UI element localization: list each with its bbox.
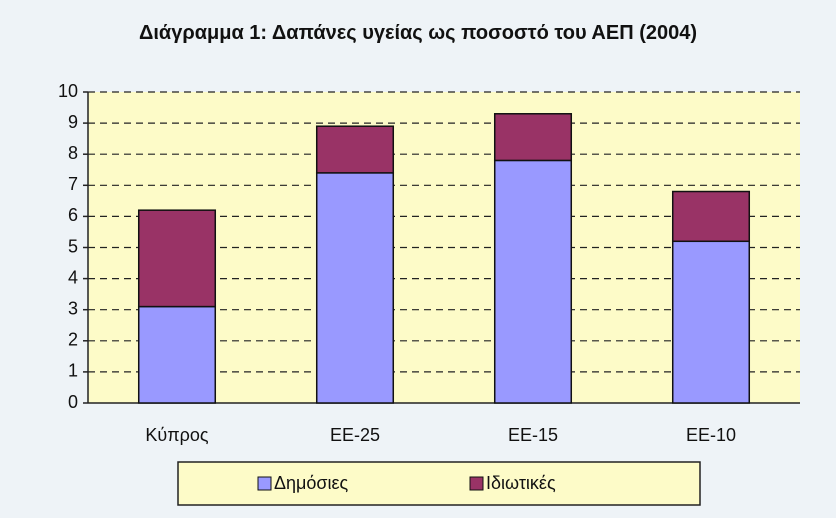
x-tick-label: ΕΕ-25 <box>330 425 380 445</box>
x-tick-label: ΕΕ-10 <box>686 425 736 445</box>
bar-segment <box>315 125 395 174</box>
y-tick-label: 9 <box>68 112 78 132</box>
bar-segment <box>671 240 751 404</box>
y-tick-label: 3 <box>68 298 78 318</box>
bar-segment <box>137 209 217 308</box>
y-tick-label: 7 <box>68 174 78 194</box>
legend-label: Δημόσιες <box>274 473 349 493</box>
y-tick-label: 8 <box>68 143 78 163</box>
bar-segment <box>137 305 217 404</box>
legend-box <box>177 461 701 506</box>
bar-segment <box>493 113 573 162</box>
y-tick-label: 4 <box>68 267 78 287</box>
chart-title: Διάγραμμα 1: Δαπάνες υγείας ως ποσοστό τ… <box>138 22 698 44</box>
x-tick-label: ΕΕ-15 <box>508 425 558 445</box>
legend-label: Ιδιωτικές <box>486 473 556 493</box>
bar-segment <box>671 190 751 243</box>
bar-segment <box>315 172 395 404</box>
x-tick-label: Κύπρος <box>145 425 209 445</box>
y-tick-label: 6 <box>68 205 78 225</box>
legend-swatch <box>469 476 484 491</box>
y-tick-label: 10 <box>58 81 78 101</box>
y-tick-label: 2 <box>68 330 78 350</box>
y-tick-label: 5 <box>68 236 78 256</box>
bar-segment <box>493 159 573 404</box>
y-tick-label: 0 <box>68 392 78 412</box>
legend-swatch <box>257 476 272 491</box>
y-tick-label: 1 <box>68 361 78 381</box>
